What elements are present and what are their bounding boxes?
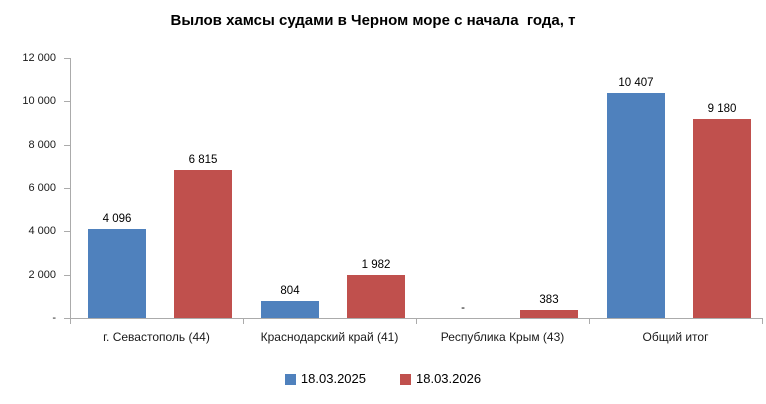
legend-swatch — [400, 373, 411, 385]
bar-series-1-cat-2 — [261, 301, 319, 318]
y-axis-tick-label: 12 000 — [22, 52, 56, 64]
bar-value-label: 804 — [280, 285, 300, 297]
bar-series-2-cat-1 — [174, 170, 232, 318]
x-axis-category-label: Республика Крым (43) — [440, 330, 565, 344]
y-axis-tick-label: 4 000 — [28, 225, 56, 237]
legend: 18.03.2025 18.03.2026 — [0, 369, 766, 389]
y-axis-tick — [64, 58, 70, 59]
legend-label: 18.03.2025 — [300, 371, 366, 386]
bar-value-label: 383 — [539, 294, 559, 306]
legend-item: 18.03.2026 — [400, 370, 481, 388]
legend-swatch — [284, 373, 296, 385]
chart-title: Вылов хамсы судами в Черном море с начал… — [170, 12, 576, 29]
y-axis-tick-label: 8 000 — [28, 139, 56, 151]
bar-series-2-cat-2 — [347, 275, 405, 318]
y-axis-tick — [64, 188, 70, 189]
x-axis-tick — [243, 319, 244, 324]
bar-series-2-cat-4 — [693, 119, 751, 318]
bar-series-1-cat-1 — [88, 229, 146, 318]
y-axis-tick — [64, 275, 70, 276]
bar-value-label: 6 815 — [188, 154, 218, 166]
bar-series-2-cat-3 — [520, 310, 578, 318]
y-axis-tick-label: 6 000 — [28, 182, 56, 194]
y-axis-tick — [64, 101, 70, 102]
x-axis-category-label: Краснодарский край (41) — [260, 330, 399, 344]
x-axis-category-label: г. Севастополь (44) — [103, 330, 210, 344]
y-axis-tick-label: 2 000 — [28, 269, 56, 281]
x-axis-tick — [70, 319, 71, 324]
legend-item: 18.03.2025 — [284, 370, 366, 388]
bar-series-1-cat-4 — [607, 93, 665, 318]
y-axis-tick — [64, 318, 70, 319]
bar-value-label: 1 982 — [361, 259, 391, 271]
y-axis-tick — [64, 145, 70, 146]
x-axis-line — [70, 318, 763, 319]
bar-value-label: 9 180 — [707, 103, 737, 115]
y-axis-tick-label: - — [52, 312, 56, 324]
y-axis-tick-label: 10 000 — [22, 95, 56, 107]
bar-value-label: - — [461, 302, 465, 314]
x-axis-tick — [589, 319, 590, 324]
bar-value-label: 4 096 — [102, 213, 132, 225]
legend-label: 18.03.2026 — [416, 371, 482, 386]
bar-value-label: 10 407 — [618, 77, 654, 89]
x-axis-category-label: Общий итог — [642, 330, 709, 344]
y-axis-line — [70, 58, 71, 319]
x-axis-tick — [762, 319, 763, 324]
y-axis-tick — [64, 231, 70, 232]
x-axis-tick — [416, 319, 417, 324]
